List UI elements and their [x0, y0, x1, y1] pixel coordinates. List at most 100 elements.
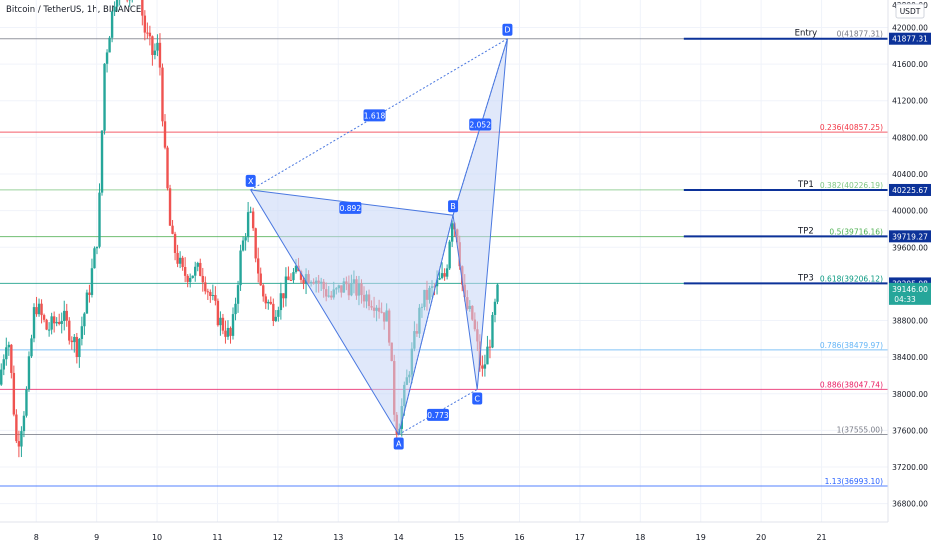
x-tick-label: 20	[756, 533, 766, 542]
candle-body	[272, 303, 275, 322]
trade-level-label: TP1	[797, 180, 814, 190]
trade-level-label: Entry	[795, 29, 818, 39]
candle-body	[95, 246, 99, 249]
candle-body	[231, 314, 235, 336]
fib-level-label: 0.618(39206.12)	[820, 274, 883, 283]
pattern-point-badge	[393, 437, 404, 450]
fib-level-label: 0.236(40857.25)	[820, 123, 883, 132]
candle-body	[262, 285, 265, 297]
y-tick-label: 40000.00	[892, 207, 928, 216]
price-axis-panel	[888, 0, 932, 550]
candle-body	[35, 307, 38, 315]
trade-level-label: TP2	[797, 226, 814, 236]
fib-level-label: 0.382(40226.19)	[820, 181, 883, 190]
candle-body	[259, 273, 262, 286]
candle-body	[488, 346, 492, 348]
candle-body	[443, 273, 446, 277]
candle-body	[282, 293, 285, 299]
pattern-ratio-badge	[363, 109, 386, 122]
y-tick-label: 40800.00	[892, 133, 928, 142]
pattern-point-badge	[448, 200, 459, 213]
pattern-line-ab	[398, 215, 454, 435]
candle-body	[246, 212, 250, 238]
candle-body	[141, 0, 144, 16]
y-tick-label: 41200.00	[892, 97, 928, 106]
candle-body	[60, 320, 63, 324]
candle-body	[88, 292, 91, 295]
candle-body	[264, 296, 267, 304]
candle-body	[100, 130, 104, 193]
candle-body	[287, 276, 290, 280]
candle-body	[166, 147, 169, 189]
candle-body	[256, 258, 260, 274]
candle-body	[201, 275, 204, 283]
pattern-ratio-label: 0.773	[427, 411, 449, 420]
candle-body	[302, 279, 305, 284]
symbol-title: Bitcoin / TetherUS, 1h, BINANCE	[6, 5, 142, 15]
y-tick-label: 39600.00	[892, 243, 928, 252]
price-tag-countdown: 04:33	[894, 295, 916, 304]
x-tick-label: 17	[575, 533, 585, 542]
price-tag-label: 41877.31	[892, 35, 928, 44]
candle-body	[269, 301, 272, 304]
candle-body	[173, 233, 177, 253]
candle-body	[78, 338, 81, 357]
candle-body	[103, 63, 106, 131]
candle-body	[191, 275, 194, 278]
fib-level-label: 1(37555.00)	[837, 426, 883, 435]
candle-body	[244, 237, 247, 241]
x-tick-label: 9	[94, 533, 99, 542]
candle-body	[483, 364, 487, 369]
y-tick-label: 37200.00	[892, 463, 928, 472]
candle-body	[438, 278, 441, 280]
candle-body	[267, 301, 270, 304]
x-tick-label: 11	[212, 533, 222, 542]
y-tick-label: 38800.00	[892, 317, 928, 326]
candle-body	[55, 321, 58, 324]
candle-body	[153, 50, 157, 55]
pattern-point-label: D	[504, 26, 510, 35]
x-tick-label: 8	[34, 533, 39, 542]
price-tag-label: 39146.00	[892, 285, 928, 294]
candle-body	[450, 223, 454, 242]
candle-body	[80, 326, 84, 339]
candle-body	[85, 292, 89, 314]
pattern-ratio-label: 0.892	[340, 204, 362, 213]
candle-body	[183, 267, 187, 276]
y-tick-label: 37600.00	[892, 426, 928, 435]
price-tag	[889, 183, 931, 196]
pattern-point-label: X	[248, 177, 254, 186]
candle-body	[435, 279, 439, 287]
candle-body	[226, 327, 230, 337]
candle-body	[32, 307, 36, 339]
candle-body	[156, 42, 159, 51]
currency-label: USDT	[900, 7, 921, 16]
candle-body	[161, 67, 164, 122]
candle-body	[448, 241, 451, 269]
price-tag	[889, 282, 931, 305]
y-tick-label: 41600.00	[892, 60, 928, 69]
price-tag	[889, 32, 931, 45]
x-tick-label: 14	[394, 533, 404, 542]
candle-body	[70, 340, 73, 343]
candle-body	[93, 248, 96, 269]
candle-body	[176, 252, 179, 264]
candle-body	[146, 32, 149, 34]
candle-body	[143, 15, 147, 33]
candle-body	[211, 295, 215, 297]
candle-body	[284, 276, 288, 299]
pattern-point-badge	[472, 392, 483, 405]
candle-body	[17, 441, 21, 447]
candle-body	[37, 303, 41, 315]
x-tick-label: 12	[273, 533, 283, 542]
pattern-triangle-bcd	[452, 38, 508, 390]
x-tick-label: 13	[333, 533, 343, 542]
pattern-ratio-badge	[339, 201, 362, 214]
candle-body	[68, 320, 71, 341]
candle-body	[219, 317, 222, 326]
candle-body	[254, 228, 257, 259]
x-tick-label: 21	[816, 533, 826, 542]
x-tick-label: 10	[152, 533, 162, 542]
currency-badge	[895, 3, 925, 19]
